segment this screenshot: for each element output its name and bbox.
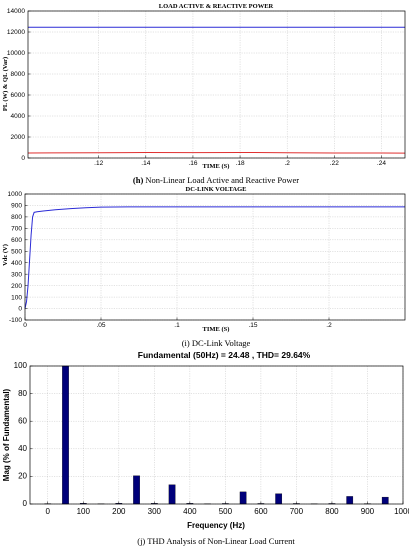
chart-i-y-tick-label: 600 [11, 237, 22, 244]
chart-j-y-tick-label: 20 [18, 472, 27, 481]
chart-j-grid [30, 365, 404, 505]
chart-j-x-tick-label: 900 [361, 507, 375, 516]
chart-i-y-tick-label: 0 [18, 306, 22, 313]
chart-j-x-ticks: 0 100 200 300 400 500 600 700 800 900 1000 [46, 501, 409, 516]
chart-h-grid [28, 10, 405, 159]
chart-i-y-ticks: -100 0 100 200 300 400 500 600 700 800 900 1000 [8, 191, 28, 324]
chart-i-frame [24, 193, 406, 321]
chart-i-x-tick-label: .2 [326, 322, 332, 329]
chart-i-x-tick-label: .1 [174, 322, 180, 329]
chart-h-frame [27, 10, 406, 159]
chart-i-x-tick-label: .15 [248, 322, 257, 329]
chart-j-caption: (j) THD Analysis of Non-Linear Load Curr… [137, 536, 295, 546]
chart-j-bar [168, 484, 176, 505]
chart-j-bar [381, 496, 389, 505]
chart-i-dc-link-voltage: DC-LINK VOLTAGE 0.05.1.15.2 -10001002003… [2, 186, 406, 348]
chart-j-bar [62, 365, 69, 505]
chart-i-y-tick-label: 800 [11, 214, 22, 221]
chart-h-xlabel: TIME (S) [203, 163, 230, 170]
chart-h-y-tick-label: 12000 [7, 29, 25, 36]
chart-i-y-tick-label: 300 [11, 271, 22, 278]
chart-i-y-tick-label: 900 [11, 203, 22, 210]
chart-h-x-tick-label: .14 [141, 160, 150, 167]
chart-i-xlabel: TIME (S) [203, 326, 230, 333]
chart-i-grid [24, 193, 405, 321]
chart-h-active-reactive-power: LOAD ACTIVE & REACTIVE POWER .12.14.16.1… [2, 3, 406, 185]
chart-i-y-tick-label: 1000 [8, 191, 23, 198]
chart-h-title: LOAD ACTIVE & REACTIVE POWER [159, 3, 274, 10]
chart-i-y-tick-label: 700 [11, 226, 22, 233]
chart-h-y-tick-label: 4000 [11, 113, 26, 120]
chart-j-y-tick-label: 100 [14, 361, 28, 370]
chart-i-y-tick-label: 100 [11, 294, 22, 301]
chart-h-caption: (h) Non-Linear Load Active and Reactive … [133, 175, 299, 185]
chart-i-x-tick-label: .05 [96, 322, 105, 329]
chart-j-x-tick-label: 0 [46, 507, 51, 516]
chart-i-y-tick-label: 500 [11, 248, 22, 255]
chart-j-y-tick-label: 40 [18, 444, 27, 453]
chart-i-y-tick-label: 400 [11, 260, 22, 267]
chart-h-caption-text: Non-Linear Load Active and Reactive Powe… [143, 175, 299, 185]
chart-j-x-tick-label: 1000 [394, 507, 409, 516]
chart-j-x-tick-label: 200 [112, 507, 126, 516]
chart-h-y-tick-label: 8000 [11, 71, 26, 78]
chart-j-xlabel: Frequency (Hz) [187, 521, 245, 530]
chart-j-x-tick-label: 600 [254, 507, 268, 516]
chart-j-title: Fundamental (50Hz) = 24.48 , THD= 29.64% [138, 350, 311, 360]
chart-h-x-tick-label: .18 [236, 160, 245, 167]
chart-h-x-tick-label: .2 [284, 160, 290, 167]
chart-j-x-tick-label: 300 [148, 507, 162, 516]
chart-i-series [24, 206, 405, 309]
chart-h-y-tick-label: 14000 [7, 8, 25, 15]
chart-j-bars [44, 365, 389, 505]
chart-j-x-tick-label: 500 [219, 507, 233, 516]
chart-h-series [27, 26, 406, 154]
chart-h-x-tick-label: .24 [377, 160, 386, 167]
chart-h-x-tick-label: .22 [330, 160, 339, 167]
chart-j-frame [29, 365, 404, 505]
chart-j-x-tick-label: 400 [183, 507, 197, 516]
chart-h-caption-label: (h) [133, 175, 144, 185]
chart-j-x-tick-label: 700 [290, 507, 304, 516]
chart-h-x-ticks: .12 .14 .16 .18 .2 .22 .24 [94, 155, 386, 167]
chart-h-series-line-1 [27, 151, 406, 154]
chart-i-caption: (i) DC-Link Voltage [182, 338, 251, 348]
chart-j-y-ticks: 0 20 40 60 80 100 [14, 361, 33, 508]
chart-j-x-tick-label: 800 [325, 507, 339, 516]
chart-i-y-tick-label: 200 [11, 283, 22, 290]
chart-j-thd-analysis: Fundamental (50Hz) = 24.48 , THD= 29.64%… [2, 350, 409, 546]
chart-h-y-tick-label: 6000 [11, 92, 26, 99]
chart-j-bar [133, 475, 140, 505]
chart-j-bar [239, 491, 247, 505]
chart-j-x-tick-label: 100 [77, 507, 91, 516]
chart-h-x-tick-label: .12 [94, 160, 103, 167]
chart-i-x-tick-label: 0 [23, 322, 27, 329]
chart-j-y-tick-label: 0 [23, 499, 28, 508]
chart-i-title: DC-LINK VOLTAGE [186, 186, 247, 193]
chart-i-series-line-0 [24, 206, 405, 309]
chart-h-y-tick-label: 0 [21, 155, 25, 162]
chart-h-ylabel: PL (W) & QL (Var) [2, 57, 9, 111]
chart-h-y-tick-label: 10000 [7, 50, 25, 57]
chart-j-bar [275, 493, 283, 505]
chart-h-x-tick-label: .16 [188, 160, 197, 167]
chart-i-ylabel: Vdc (V) [2, 244, 9, 266]
chart-h-y-tick-label: 2000 [11, 134, 26, 141]
chart-i-x-ticks: 0 .05 .1 .15 .2 [23, 317, 332, 329]
chart-j-y-tick-label: 80 [18, 389, 27, 398]
chart-j-ylabel: Mag (% of Fundamental) [2, 388, 11, 481]
chart-j-bar [346, 496, 354, 505]
chart-h-y-ticks: 0 2000 4000 6000 8000 10000 12000 14000 [7, 8, 31, 162]
chart-j-y-tick-label: 60 [18, 416, 27, 425]
chart-i-y-tick-label: -100 [9, 317, 22, 324]
